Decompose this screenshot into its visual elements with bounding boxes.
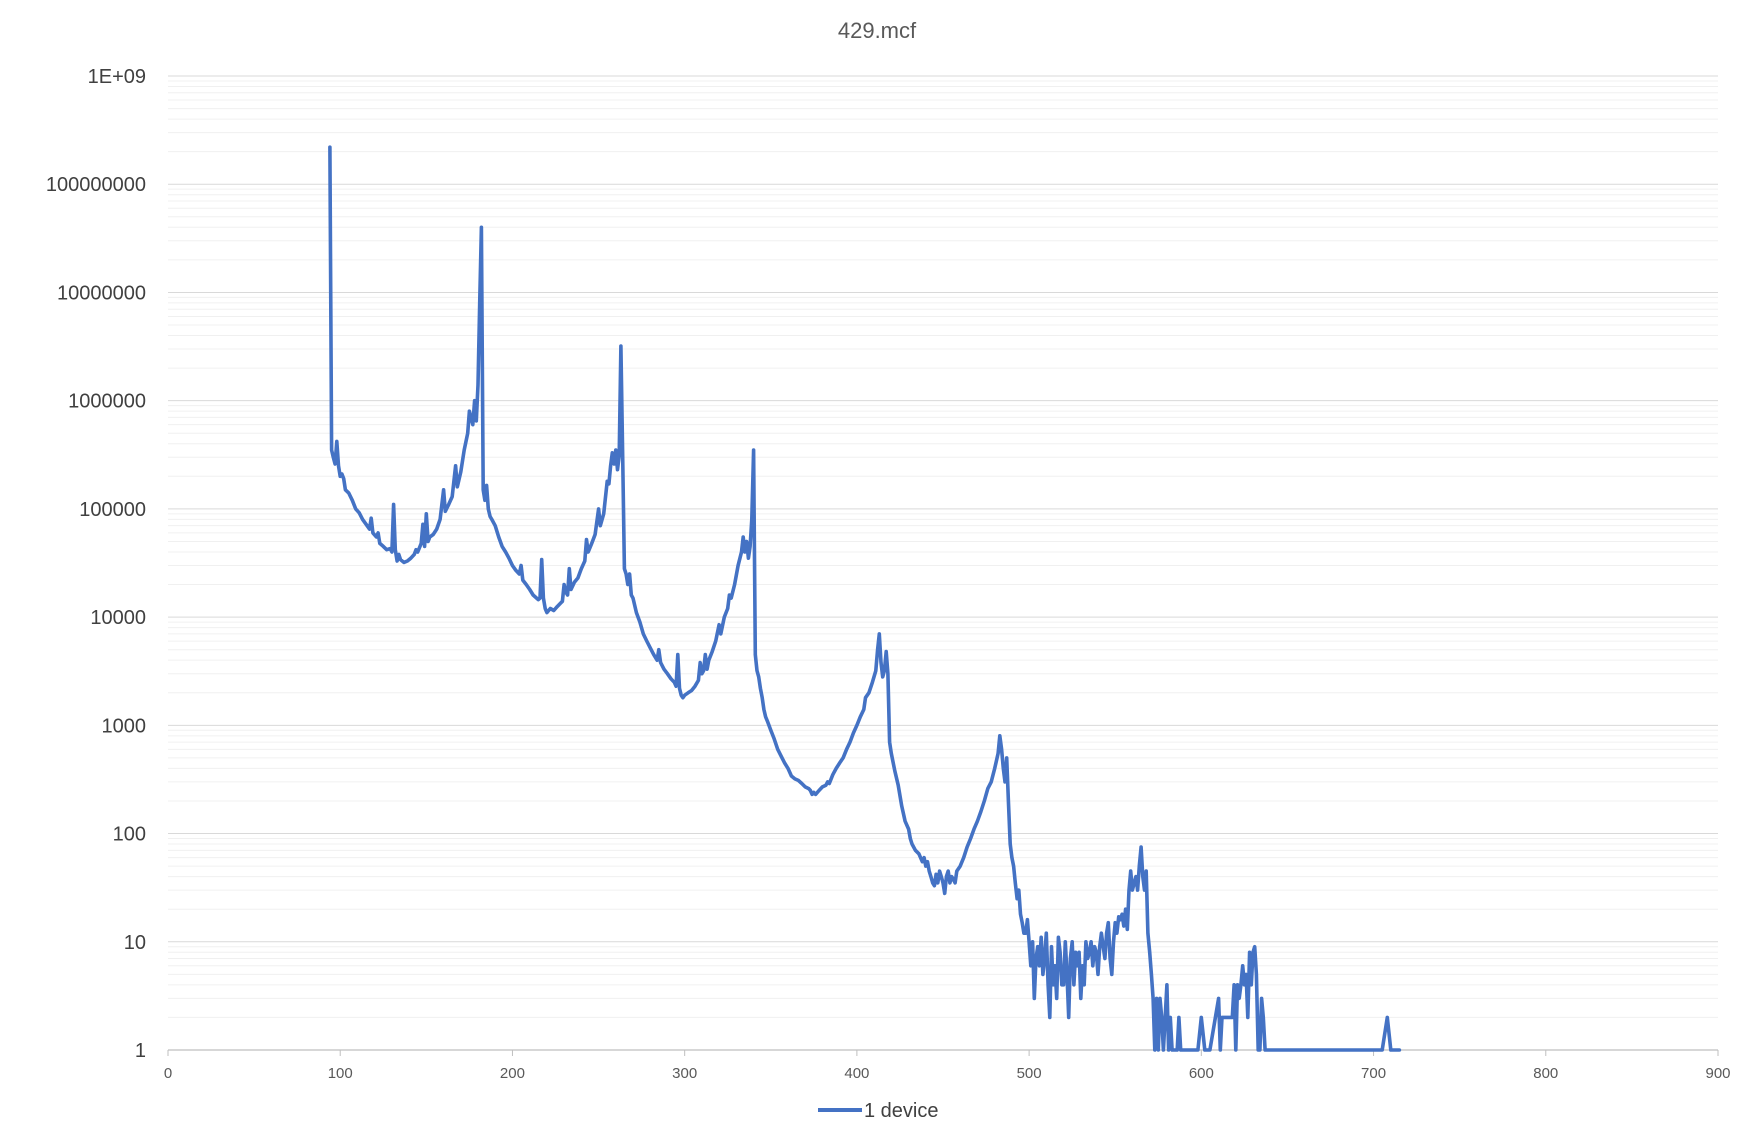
- series-layer: [328, 145, 1402, 1052]
- x-tick-label: 900: [1705, 1065, 1730, 1082]
- x-tick-label: 600: [1189, 1065, 1214, 1082]
- y-tick-label: 100: [113, 824, 146, 846]
- y-tick-label: 1000: [102, 715, 147, 737]
- series-line: [328, 145, 1402, 1052]
- y-tick-label: 10: [124, 932, 146, 954]
- x-tick-label: 500: [1017, 1065, 1042, 1082]
- gridlines: [168, 75, 1718, 1018]
- x-tick-label: 0: [164, 1065, 172, 1082]
- y-tick-label: 100000: [79, 499, 146, 521]
- x-tick-label: 400: [844, 1065, 869, 1082]
- y-tick-label: 1: [135, 1040, 146, 1062]
- legend-label: 1 device: [864, 1100, 939, 1122]
- y-tick-label: 1000000: [68, 391, 146, 413]
- x-tick-label: 300: [672, 1065, 697, 1082]
- x-tick-label: 700: [1361, 1065, 1386, 1082]
- y-tick-label: 100000000: [46, 174, 146, 196]
- y-tick-label: 1E+09: [88, 66, 146, 88]
- chart-title: 429.mcf: [838, 18, 917, 43]
- legend: 1 device: [818, 1100, 939, 1122]
- axes: 1101001000100001000001000000100000001000…: [46, 66, 1731, 1082]
- y-tick-label: 10000: [90, 607, 146, 629]
- x-tick-label: 100: [328, 1065, 353, 1082]
- x-tick-label: 800: [1533, 1065, 1558, 1082]
- x-tick-label: 200: [500, 1065, 525, 1082]
- y-tick-label: 10000000: [57, 282, 146, 304]
